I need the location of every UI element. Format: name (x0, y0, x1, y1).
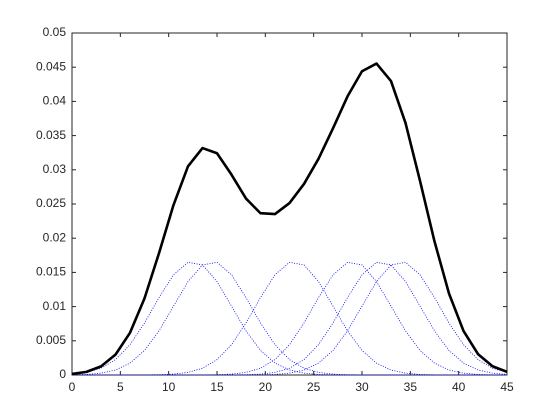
y-tick-label: 0.05 (43, 25, 67, 39)
x-tick-label: 30 (355, 380, 369, 394)
x-tick-label: 25 (307, 380, 321, 394)
x-tick-label: 15 (210, 380, 224, 394)
y-tick-label: 0.02 (43, 230, 67, 244)
y-tick-label: 0.01 (43, 299, 67, 313)
x-tick-label: 35 (404, 380, 418, 394)
x-tick-label: 0 (69, 380, 76, 394)
x-tick-label: 45 (500, 380, 514, 394)
x-tick-label: 20 (259, 380, 273, 394)
component-curve (71, 261, 507, 376)
y-tick-label: 0.04 (43, 94, 67, 108)
x-tick-label: 5 (117, 380, 124, 394)
y-tick-label: 0.035 (36, 128, 66, 142)
y-tick-label: 0.045 (36, 59, 66, 73)
x-tick-label: 10 (162, 380, 176, 394)
y-tick-label: 0.015 (36, 265, 66, 279)
x-tick-label: 40 (452, 380, 466, 394)
y-tick-label: 0.025 (36, 196, 66, 210)
y-tick-label: 0 (59, 367, 66, 381)
y-tick-label: 0.005 (36, 333, 66, 347)
density-curve (71, 62, 508, 376)
y-tick-label: 0.03 (43, 162, 67, 176)
